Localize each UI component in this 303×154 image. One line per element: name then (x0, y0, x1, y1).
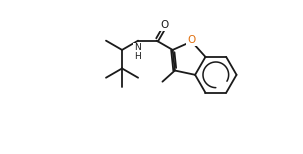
Text: O: O (188, 35, 196, 45)
Text: N
H: N H (134, 43, 140, 61)
Text: O: O (160, 20, 169, 30)
